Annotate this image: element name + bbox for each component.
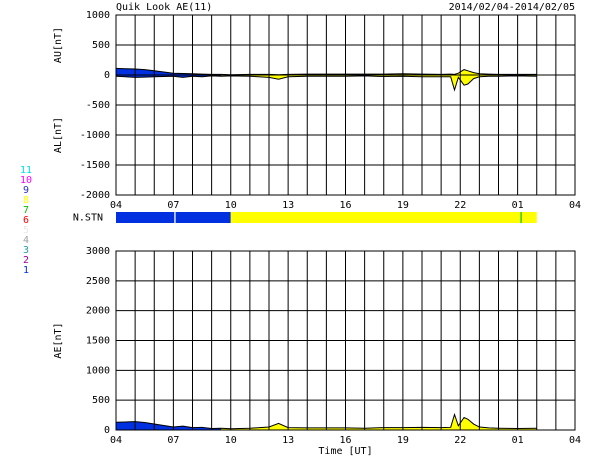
station-bar bbox=[116, 212, 175, 223]
legend-label: 1 bbox=[23, 265, 29, 276]
y-tick-label: -1000 bbox=[80, 130, 110, 141]
legend-label: 11 bbox=[20, 165, 32, 176]
y-tick-label: 2500 bbox=[86, 276, 110, 287]
legend-label: 5 bbox=[23, 225, 29, 236]
legend-label: 7 bbox=[23, 205, 29, 216]
station-bar bbox=[175, 212, 231, 223]
station-bar bbox=[174, 212, 176, 223]
x-tick-label: 16 bbox=[339, 200, 351, 211]
x-tick-label: 04 bbox=[569, 435, 581, 446]
y-tick-label: 0 bbox=[104, 70, 110, 81]
x-tick-label: 01 bbox=[512, 435, 524, 446]
y-tick-label: 1500 bbox=[86, 336, 110, 347]
x-tick-label: 16 bbox=[339, 435, 351, 446]
x-axis-label: Time [UT] bbox=[318, 446, 372, 457]
x-tick-label: 13 bbox=[282, 435, 294, 446]
y-tick-label: -2000 bbox=[80, 190, 110, 201]
x-tick-label: 19 bbox=[397, 435, 409, 446]
legend-label: 9 bbox=[23, 185, 29, 196]
x-tick-label: 01 bbox=[512, 200, 524, 211]
legend-label: 4 bbox=[23, 235, 29, 246]
station-bar bbox=[521, 212, 537, 223]
station-label: N.STN bbox=[73, 213, 103, 224]
series-line bbox=[115, 67, 537, 76]
y-tick-label: 500 bbox=[92, 395, 110, 406]
station-bar bbox=[520, 212, 522, 223]
x-tick-label: 10 bbox=[225, 435, 237, 446]
y-tick-label: 1000 bbox=[86, 10, 110, 21]
y-tick-label: -1500 bbox=[80, 160, 110, 171]
x-tick-label: 04 bbox=[569, 200, 581, 211]
plot-frame bbox=[115, 250, 576, 431]
legend-label: 2 bbox=[23, 255, 29, 266]
x-tick-label: 07 bbox=[167, 200, 179, 211]
legend-label: 3 bbox=[23, 245, 29, 256]
area-fill bbox=[221, 414, 537, 430]
y-axis-label: AU[nT] bbox=[53, 27, 64, 63]
y-tick-label: 500 bbox=[92, 40, 110, 51]
y-tick-label: 0 bbox=[104, 425, 110, 436]
legend-label: 8 bbox=[23, 195, 29, 206]
station-bar bbox=[230, 212, 521, 223]
series-line bbox=[115, 412, 537, 430]
y-tick-label: 1000 bbox=[86, 365, 110, 376]
x-tick-label: 13 bbox=[282, 200, 294, 211]
series-line bbox=[115, 75, 537, 92]
x-tick-label: 07 bbox=[167, 435, 179, 446]
x-tick-label: 04 bbox=[110, 435, 122, 446]
legend-label: 6 bbox=[23, 215, 29, 226]
x-tick-label: 04 bbox=[110, 200, 122, 211]
x-tick-label: 10 bbox=[225, 200, 237, 211]
x-tick-label: 19 bbox=[397, 200, 409, 211]
y-tick-label: 2000 bbox=[86, 306, 110, 317]
y-axis-label: AE[nT] bbox=[53, 322, 64, 358]
y-tick-label: 3000 bbox=[86, 246, 110, 257]
x-tick-label: 22 bbox=[454, 200, 466, 211]
date-range: 2014/02/04-2014/02/05 bbox=[449, 2, 575, 13]
plot-frame bbox=[115, 14, 576, 196]
legend-label: 10 bbox=[20, 175, 32, 186]
y-axis-label: AL[nT] bbox=[53, 117, 64, 153]
y-tick-label: -500 bbox=[86, 100, 110, 111]
chart-title: Quik Look AE(11) bbox=[116, 2, 212, 13]
x-tick-label: 22 bbox=[454, 435, 466, 446]
